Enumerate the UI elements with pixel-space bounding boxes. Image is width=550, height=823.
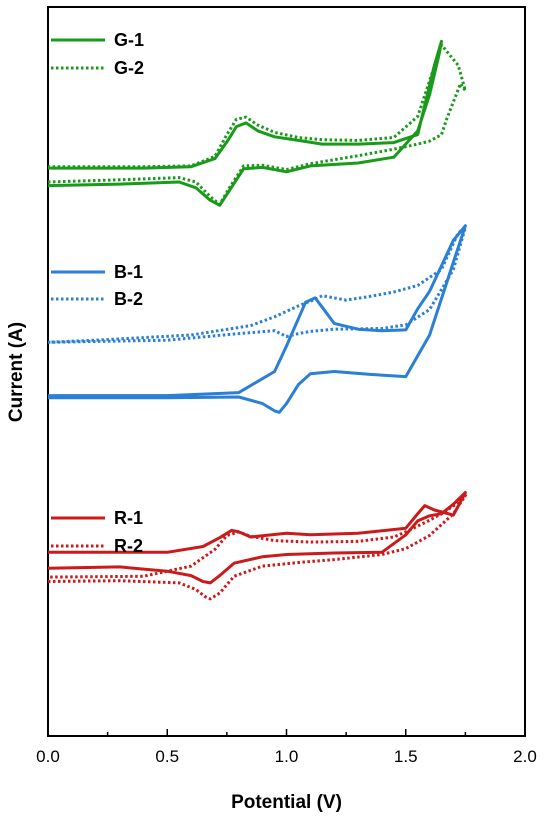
legend-label-g-2: G-2 (114, 58, 144, 78)
x-tick-label: 0.0 (36, 747, 60, 766)
legend-label-g-1: G-1 (114, 30, 144, 50)
y-axis-title: Current (A) (6, 322, 27, 422)
series-line-g-2 (47, 43, 467, 207)
x-tick-label: 0.5 (155, 747, 179, 766)
series-line-b-2 (47, 225, 467, 344)
x-axis-title: Potential (V) (231, 792, 342, 813)
series-line-g-1 (47, 39, 443, 207)
series-layer (47, 39, 467, 601)
x-axis: 0.0 0.5 1.0 1.5 2.0 (36, 729, 537, 766)
legend-label-b-1: B-1 (114, 262, 143, 282)
series-line-b-1 (48, 224, 467, 414)
x-tick-label: 2.0 (513, 747, 537, 766)
plot-frame (47, 6, 526, 737)
series-line-r-2 (47, 493, 467, 601)
legend: G-1 G-2 B-1 B-2 R-1 R-2 (51, 30, 144, 556)
x-tick-label: 1.5 (394, 747, 418, 766)
legend-label-r-2: R-2 (114, 536, 143, 556)
legend-label-r-1: R-1 (114, 508, 143, 528)
legend-label-b-2: B-2 (114, 289, 143, 309)
x-tick-label: 1.0 (275, 747, 299, 766)
